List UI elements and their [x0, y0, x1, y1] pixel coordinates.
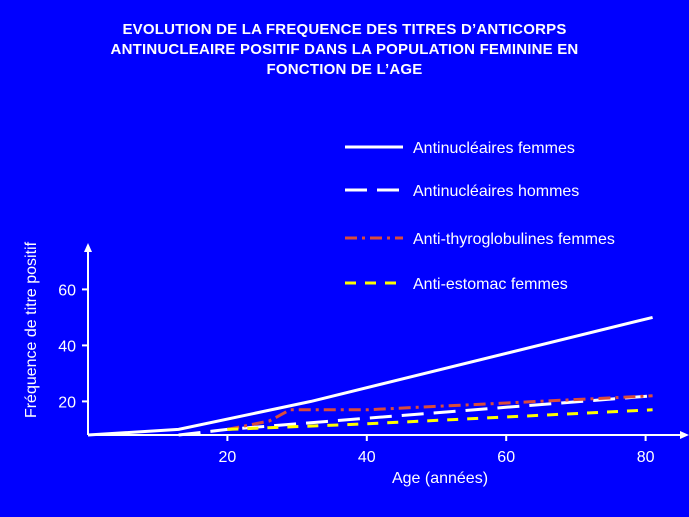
axes: 20 40 60 80 20 40 60	[58, 243, 689, 466]
series-line-1	[87, 315, 653, 437]
legend-label-1: Antinucléaires femmes	[413, 140, 575, 157]
x-axis-label: Age (années)	[391, 470, 489, 487]
series-line-2	[178, 394, 653, 437]
legend-label-3: Anti-thyroglobulines femmes	[413, 231, 615, 248]
title-line-2: ANTINUCLEAIRE POSITIF DANS LA POPULATION…	[110, 41, 579, 58]
series-line-4	[227, 408, 653, 431]
series-line-3	[227, 394, 653, 431]
chart-title: EVOLUTION DE LA FREQUENCE DES TITRES D’A…	[0, 20, 689, 80]
series-layer	[87, 315, 653, 437]
x-tick-label: 60	[497, 449, 515, 466]
x-tick-label: 80	[637, 449, 655, 466]
y-tick-label: 20	[58, 394, 76, 411]
title-line-3: FONCTION DE L’AGE	[266, 61, 423, 78]
y-tick-label: 60	[58, 282, 76, 299]
legend-label-2: Antinucléaires hommes	[413, 183, 579, 200]
legend: Antinucléaires femmes Antinucléaires homm…	[345, 140, 615, 293]
y-axis-label: Fréquence de titre positif	[23, 241, 40, 419]
legend-label-4: Anti-estomac femmes	[413, 276, 568, 293]
x-axis-arrow	[680, 431, 689, 439]
x-tick-label: 20	[219, 449, 237, 466]
x-tick-label: 40	[358, 449, 376, 466]
title-line-1: EVOLUTION DE LA FREQUENCE DES TITRES D’A…	[122, 21, 567, 38]
y-axis-arrow	[84, 243, 92, 252]
y-tick-label: 40	[58, 338, 76, 355]
